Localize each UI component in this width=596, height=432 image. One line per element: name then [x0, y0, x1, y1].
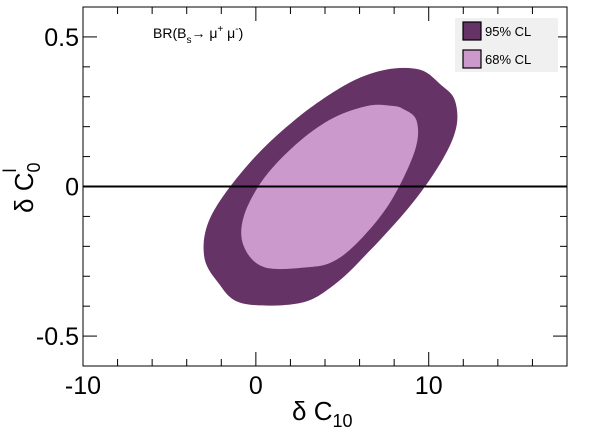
legend-label-95: 95% CL — [485, 24, 531, 39]
legend-swatch-95 — [462, 21, 482, 41]
x-tick-label: 0 — [249, 372, 263, 400]
y-tick-label: -0.5 — [36, 323, 79, 351]
x-axis-title: δ C10 — [292, 396, 353, 431]
axis-ticks — [82, 6, 568, 367]
legend: 95% CL 68% CL — [455, 18, 558, 72]
x-tick-label: 10 — [415, 372, 443, 400]
y-tick-label: 0 — [65, 174, 79, 202]
y-axis-title: δ C0l — [0, 163, 44, 214]
br-annotation: BR(Bs→ μ+ μ-) — [153, 24, 243, 46]
x-tick-label: -10 — [65, 372, 101, 400]
legend-label-68: 68% CL — [485, 52, 531, 67]
legend-swatch-68 — [462, 49, 482, 69]
y-axis-title-group: δ C0l — [0, 163, 44, 214]
y-tick-label: 0.5 — [44, 24, 79, 52]
tick-labels: -10 0 10 0.5 0 -0.5 — [36, 24, 443, 400]
